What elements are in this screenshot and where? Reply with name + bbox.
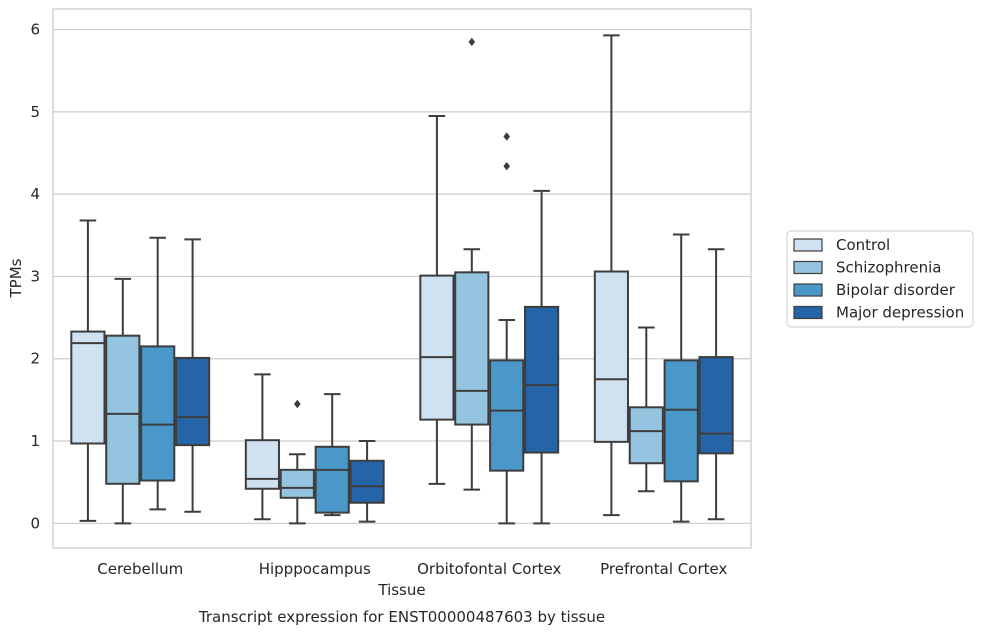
y-tick-label: 4: [30, 185, 40, 203]
plot-area-frame: [52, 8, 752, 549]
box-3-1: [628, 326, 664, 493]
y-tick-label: 6: [30, 21, 40, 39]
outlier-point: [503, 132, 510, 141]
box-1-0: [244, 373, 280, 521]
box-0-1: [105, 277, 141, 525]
box-0-0: [70, 219, 106, 522]
legend-swatch: [793, 238, 823, 252]
x-tick-label: Orbitofontal Cortex: [417, 560, 561, 578]
box-iqr: [105, 334, 141, 485]
box-iqr: [524, 305, 560, 454]
box-iqr: [628, 406, 664, 465]
y-tick-label: 1: [30, 432, 40, 450]
box-iqr: [663, 359, 699, 483]
y-tick-labels: 0 1 2 3 4 5 6: [30, 21, 40, 533]
box-2-1: [454, 37, 490, 491]
legend-label: Control: [836, 236, 890, 254]
outlier-point: [503, 161, 510, 171]
box-3-3: [698, 248, 734, 521]
box-3-0: [593, 34, 629, 517]
box-iqr: [70, 330, 106, 445]
box-layer: [70, 34, 734, 525]
box-iqr: [349, 459, 385, 504]
box-iqr: [244, 439, 280, 490]
legend-label: Major depression: [836, 304, 964, 322]
x-tick-labels: Cerebellum Hipppocampus Orbitofontal Corte…: [97, 560, 727, 578]
x-tick-label: Cerebellum: [97, 560, 183, 578]
box-2-3: [524, 189, 560, 525]
legend-swatch: [793, 283, 823, 297]
outlier-point: [468, 37, 476, 47]
box-iqr: [419, 274, 455, 421]
box-iqr: [175, 356, 211, 447]
box-1-1: [279, 399, 315, 525]
box-2-0: [419, 114, 455, 485]
box-iqr: [454, 271, 490, 426]
outlier-point: [294, 399, 301, 409]
legend-frame: [786, 230, 974, 328]
box-iqr: [698, 356, 734, 455]
box-iqr: [279, 468, 315, 499]
y-tick-label: 0: [30, 514, 40, 532]
box-1-3: [349, 440, 385, 523]
legend-swatch: [793, 260, 823, 275]
y-tick-label: 2: [30, 350, 40, 368]
legend-label: Bipolar disorder: [836, 281, 956, 299]
chart-caption: Transcript expression for ENST0000048760…: [198, 608, 605, 626]
legend-swatch: [793, 305, 823, 320]
y-tick-label: 3: [30, 267, 40, 285]
box-0-2: [140, 236, 176, 511]
box-0-3: [175, 238, 211, 513]
box-1-2: [314, 393, 350, 517]
box-iqr: [593, 270, 629, 443]
x-tick-label: Hipppocampus: [259, 560, 371, 578]
x-tick-label: Prefrontal Cortex: [600, 560, 727, 578]
box-iqr: [314, 445, 350, 514]
box-3-2: [663, 233, 699, 523]
legend: Control Schizophrenia Bipolar disorder Majo…: [786, 230, 974, 328]
legend-label: Schizophrenia: [836, 259, 941, 277]
box-iqr: [489, 359, 525, 472]
y-axis-label: TPMs: [7, 258, 25, 298]
y-tick-label: 5: [30, 103, 40, 121]
box-2-2: [489, 132, 525, 525]
x-axis-label: Tissue: [377, 581, 425, 599]
box-iqr: [140, 345, 176, 482]
